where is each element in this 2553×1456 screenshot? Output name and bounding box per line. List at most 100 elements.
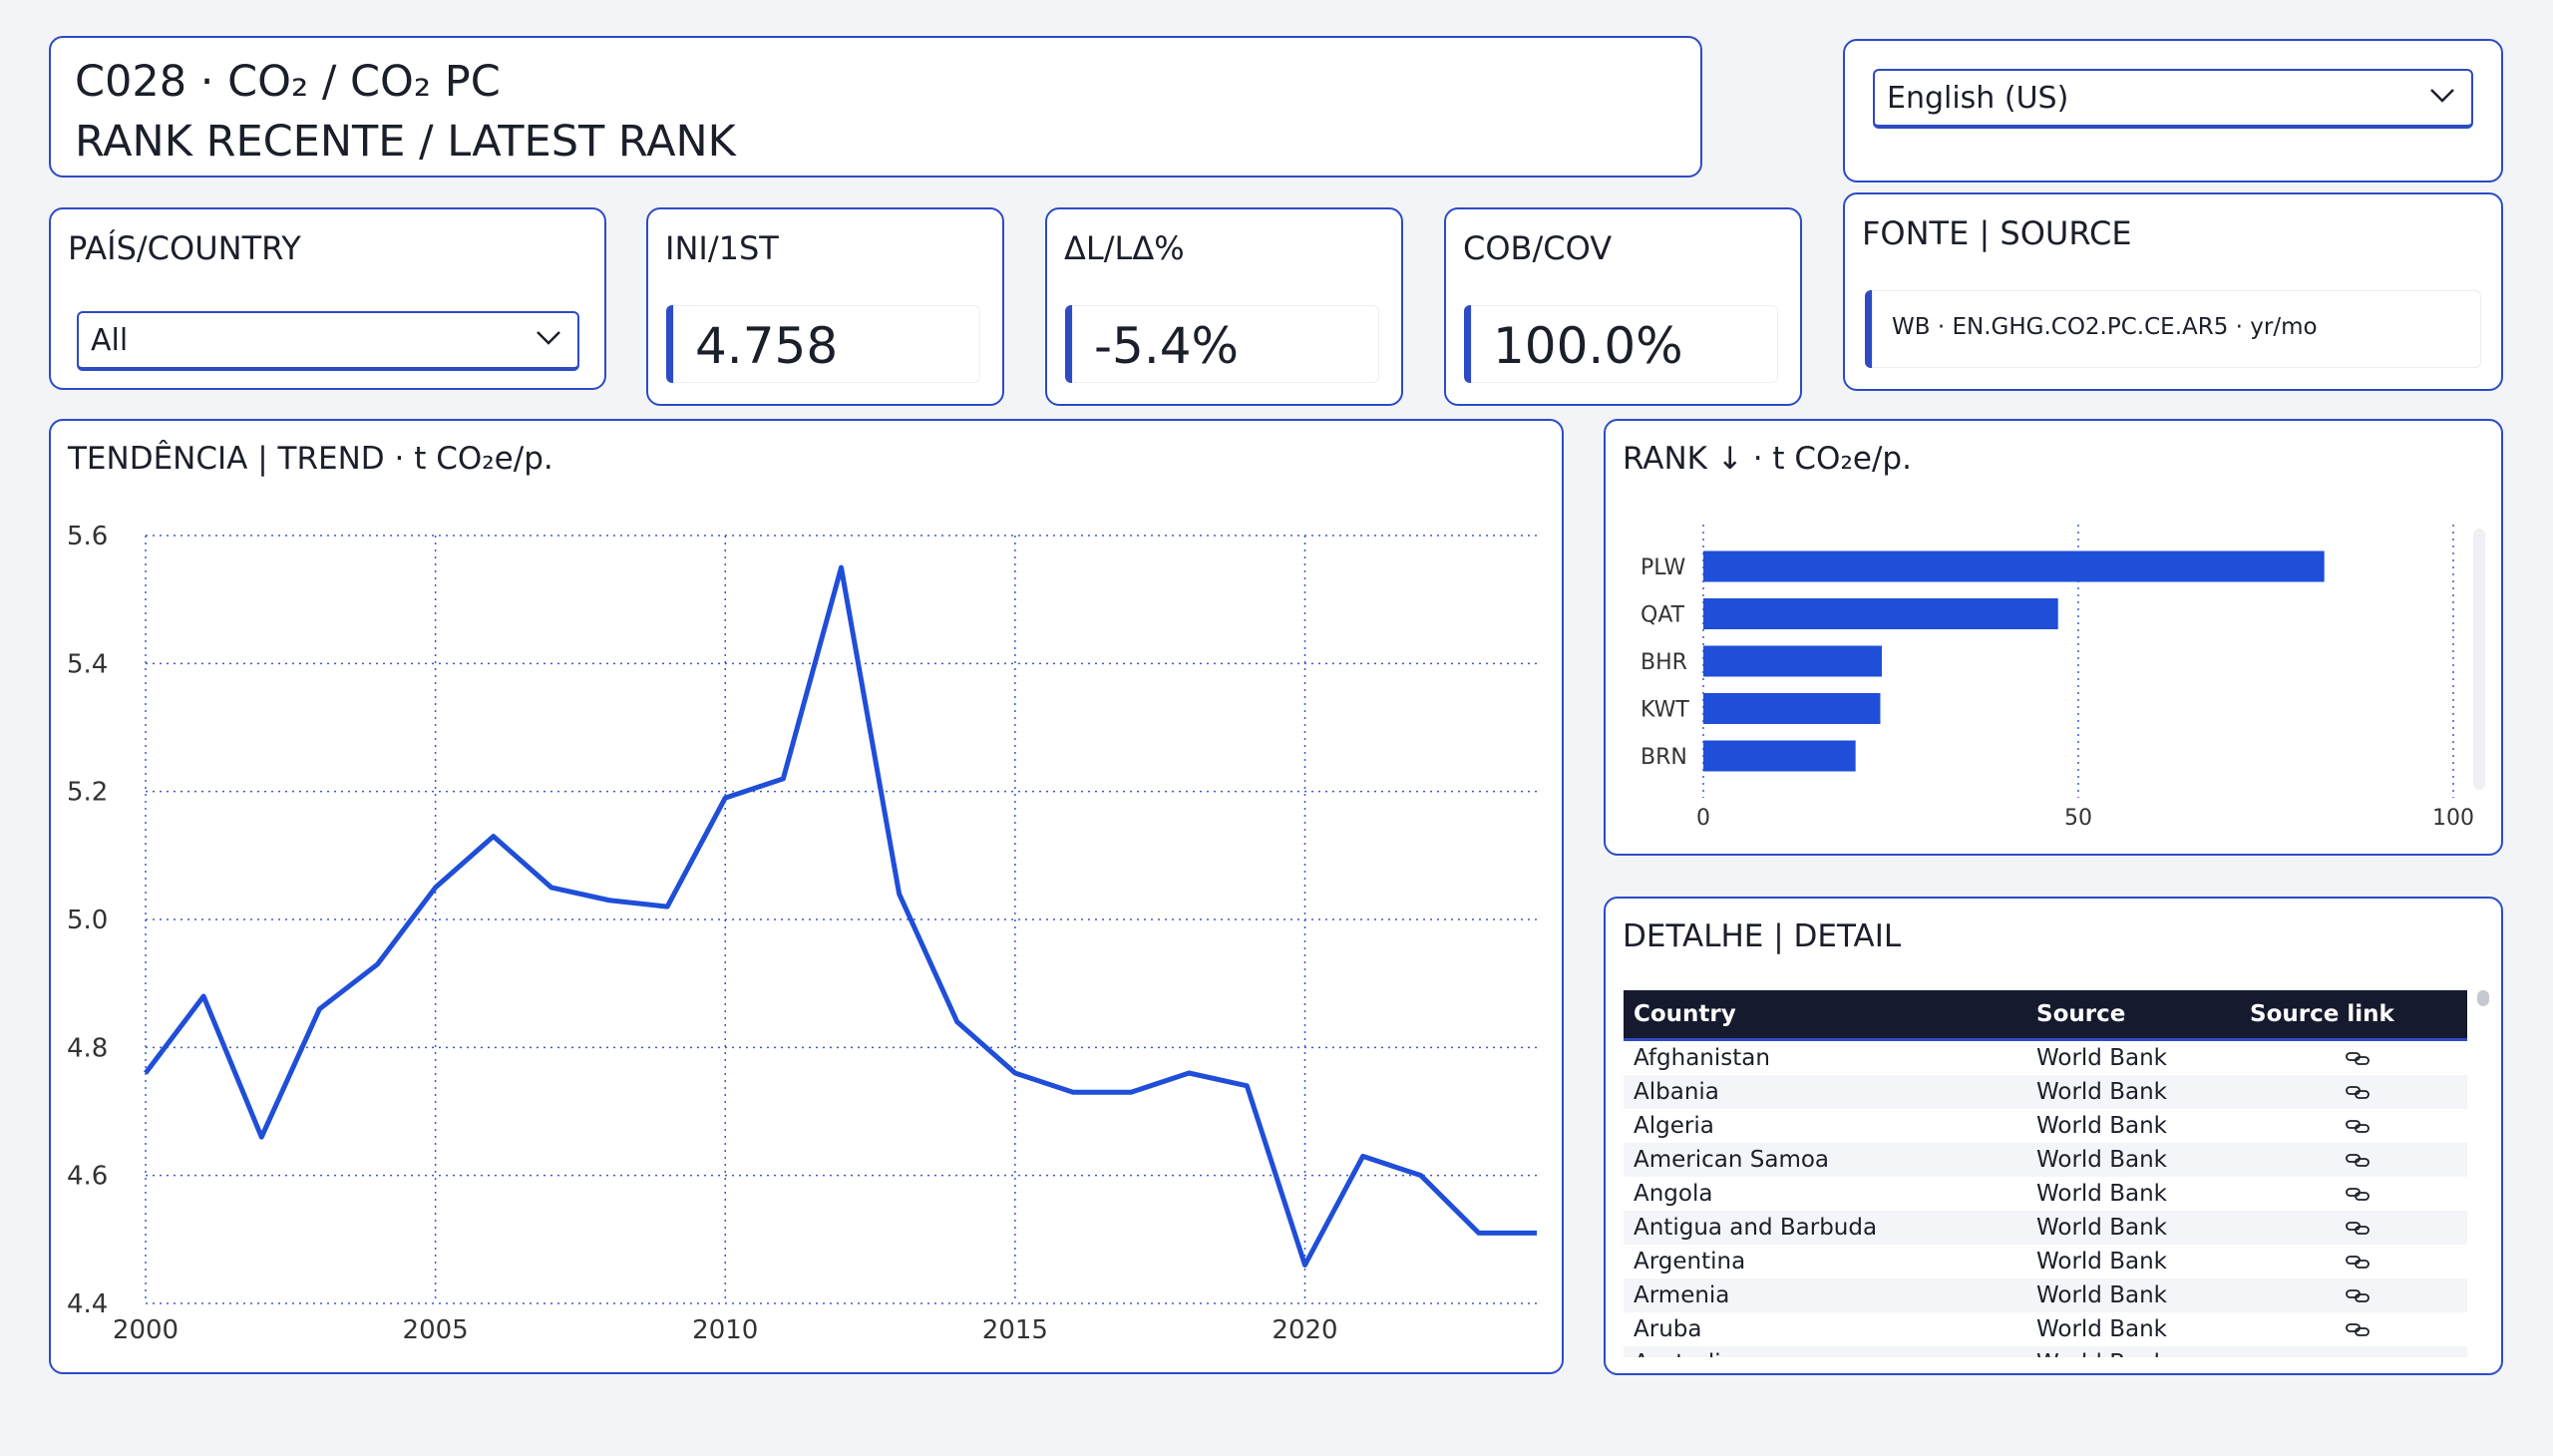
chevron-down-icon <box>2430 89 2454 103</box>
table-row[interactable]: Afghanistan World Bank <box>1624 1041 2467 1075</box>
y-tick-label: 4.4 <box>67 1289 108 1319</box>
category-label: BRN <box>1641 745 1687 770</box>
source-box: WB · EN.GHG.CO2.PC.CE.AR5 · yr/mo <box>1865 290 2481 368</box>
cell-source-link[interactable] <box>2250 1049 2467 1067</box>
cell-source: World Bank <box>2036 1215 2167 1241</box>
cell-country: Aruba <box>1634 1316 1702 1342</box>
cell-source: World Bank <box>2036 1079 2167 1105</box>
link-icon[interactable] <box>2345 1049 2372 1067</box>
x-tick-label: 2020 <box>1272 1315 1337 1345</box>
language-card: English (US) <box>1843 39 2503 182</box>
category-label: PLW <box>1641 555 1686 580</box>
table-header: Country Source Source link <box>1624 990 2467 1041</box>
kpi-box-coverage: 100.0% <box>1464 305 1778 383</box>
link-icon[interactable] <box>2345 1117 2372 1135</box>
cell-source-link[interactable] <box>2250 1219 2467 1237</box>
link-icon[interactable] <box>2345 1151 2372 1169</box>
x-tick-label: 50 <box>2064 806 2092 831</box>
source-card: FONTE | SOURCE WB · EN.GHG.CO2.PC.CE.AR5… <box>1843 192 2503 391</box>
table-row[interactable]: Antigua and Barbuda World Bank <box>1624 1211 2467 1245</box>
link-icon[interactable] <box>2345 1185 2372 1203</box>
cell-source-link[interactable] <box>2250 1151 2467 1169</box>
y-tick-label: 5.2 <box>67 778 108 808</box>
table-row[interactable]: Armenia World Bank <box>1624 1278 2467 1312</box>
detail-title: DETALHE | DETAIL <box>1623 918 1902 954</box>
cell-source-link[interactable] <box>2250 1320 2467 1338</box>
y-tick-label: 5.6 <box>67 522 108 551</box>
table-row[interactable]: American Samoa World Bank <box>1624 1143 2467 1177</box>
trend-chart-title: TENDÊNCIA | TREND · t CO₂e/p. <box>68 441 553 477</box>
kpi-value-coverage: 100.0% <box>1493 317 1683 375</box>
chart-scrollbar[interactable] <box>2473 529 2485 790</box>
y-tick-label: 4.6 <box>67 1162 108 1192</box>
cell-country: Australia <box>1624 1350 2036 1357</box>
table-row[interactable]: Aruba World Bank <box>1624 1312 2467 1346</box>
cell-country: Albania <box>1634 1079 1719 1105</box>
trend-series-line[interactable] <box>144 564 1537 1268</box>
kpi-card-ini: INI/1ST 4.758 <box>646 207 1004 406</box>
category-label: QAT <box>1641 603 1685 628</box>
language-dropdown[interactable]: English (US) <box>1873 69 2473 129</box>
bar-qat[interactable] <box>1703 598 2058 629</box>
cell-source: World Bank <box>2036 1045 2167 1071</box>
column-header-country[interactable]: Country <box>1634 1001 1736 1027</box>
column-header-source[interactable]: Source <box>2036 1001 2126 1027</box>
country-filter-label: PAÍS/COUNTRY <box>68 229 301 267</box>
source-label: FONTE | SOURCE <box>1862 214 2132 252</box>
column-header-source-link[interactable]: Source link <box>2250 1001 2394 1027</box>
kpi-card-coverage: COB/COV 100.0% <box>1444 207 1802 406</box>
cell-source: World Bank <box>2036 1181 2167 1207</box>
x-tick-label: 0 <box>1696 806 1710 831</box>
x-tick-label: 2010 <box>692 1315 758 1345</box>
rank-chart-title: RANK ↓ · t CO₂e/p. <box>1623 441 1912 477</box>
link-icon[interactable] <box>2345 1083 2372 1101</box>
category-label: BHR <box>1641 650 1687 675</box>
cell-source-link[interactable] <box>2250 1253 2467 1271</box>
table-row[interactable]: Argentina World Bank <box>1624 1245 2467 1278</box>
cell-country: Antigua and Barbuda <box>1634 1215 1878 1241</box>
link-icon[interactable] <box>2345 1354 2372 1357</box>
link-icon[interactable] <box>2345 1219 2372 1237</box>
kpi-label-coverage: COB/COV <box>1463 229 1613 267</box>
link-icon[interactable] <box>2345 1320 2372 1338</box>
table-row[interactable]: Angola World Bank <box>1624 1177 2467 1211</box>
bar-brn[interactable] <box>1703 740 1856 772</box>
language-selected: English (US) <box>1887 80 2069 116</box>
bar-kwt[interactable] <box>1703 693 1881 724</box>
cell-source: World Bank <box>2036 1316 2167 1342</box>
link-icon[interactable] <box>2345 1286 2372 1304</box>
kpi-box-ini: 4.758 <box>666 305 980 383</box>
source-text: WB · EN.GHG.CO2.PC.CE.AR5 · yr/mo <box>1892 314 2318 340</box>
y-tick-label: 5.4 <box>67 649 108 679</box>
page-subtitle: RANK RECENTE / LATEST RANK <box>75 117 736 167</box>
rank-chart[interactable]: 0 50 100 PLW QAT BHR KWT BRN <box>1606 421 2501 854</box>
cell-source: World Bank <box>2036 1282 2167 1308</box>
link-icon[interactable] <box>2345 1253 2372 1271</box>
title-card: C028 · CO₂ / CO₂ PC RANK RECENTE / LATES… <box>49 36 1702 178</box>
x-tick-label: 2005 <box>403 1315 469 1345</box>
kpi-label-ini: INI/1ST <box>665 229 779 267</box>
cell-source-link[interactable] <box>2250 1354 2467 1357</box>
cell-source-link[interactable] <box>2250 1117 2467 1135</box>
bar-bhr[interactable] <box>1703 645 1882 677</box>
table-row[interactable]: Algeria World Bank <box>1624 1109 2467 1143</box>
cell-source-link[interactable] <box>2250 1083 2467 1101</box>
cell-source: World Bank <box>2036 1350 2250 1357</box>
trend-chart[interactable]: 4.4 4.6 4.8 5.0 5.2 5.4 5.6 2000 2005 2010 2015 202… <box>51 421 1562 1372</box>
chevron-down-icon <box>537 331 560 345</box>
cell-country: American Samoa <box>1634 1147 1830 1173</box>
cell-country: Armenia <box>1634 1282 1730 1308</box>
table-row[interactable]: Albania World Bank <box>1624 1075 2467 1109</box>
y-tick-label: 5.0 <box>67 906 108 935</box>
table-scrollbar[interactable] <box>2477 990 2489 1006</box>
bar-plw[interactable] <box>1703 550 2325 582</box>
cell-country: Algeria <box>1634 1113 1714 1139</box>
cell-source-link[interactable] <box>2250 1286 2467 1304</box>
y-tick-label: 4.8 <box>67 1033 108 1063</box>
table-row[interactable]: AustraliaWorld Bank <box>1624 1346 2467 1357</box>
cell-source-link[interactable] <box>2250 1185 2467 1203</box>
x-tick-label: 2015 <box>982 1315 1048 1345</box>
kpi-box-delta: -5.4% <box>1065 305 1379 383</box>
detail-table[interactable]: Country Source Source link Afghanistan Wo… <box>1624 990 2467 1357</box>
country-dropdown[interactable]: All <box>77 311 579 371</box>
